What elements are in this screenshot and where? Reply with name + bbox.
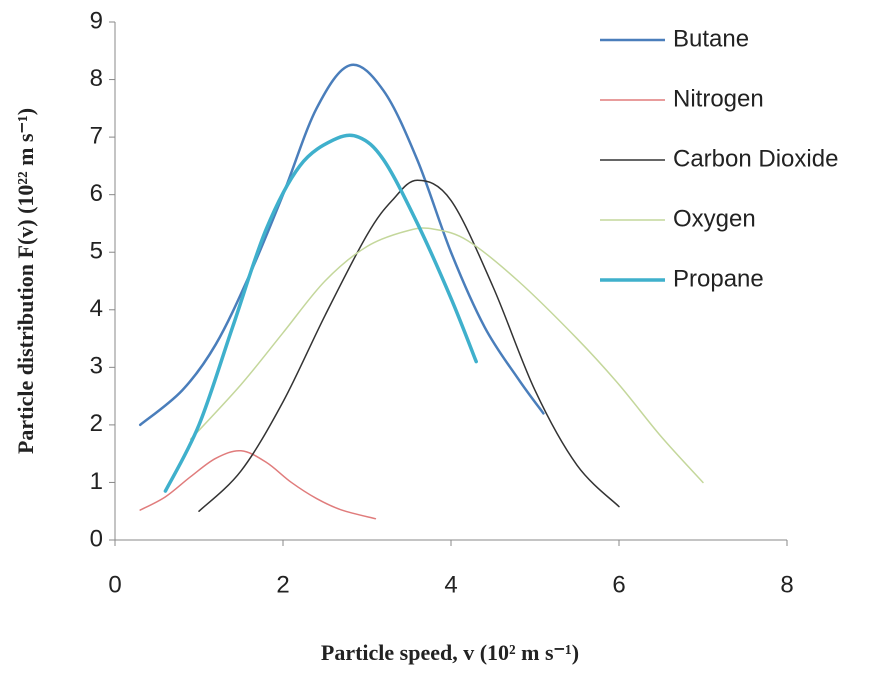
x-tick-label: 4 <box>444 571 457 598</box>
line-series <box>189 227 704 484</box>
legend-label: Oxygen <box>673 205 756 232</box>
y-axis-label: Particle distribution F(v) (10²² m s⁻¹) <box>13 108 38 454</box>
y-tick-label: 5 <box>90 238 103 265</box>
y-tick-label: 3 <box>90 353 103 380</box>
line-series <box>139 449 377 520</box>
y-tick-label: 6 <box>90 180 103 207</box>
x-tick-label: 2 <box>276 571 289 598</box>
legend-label: Carbon Dioxide <box>673 145 838 172</box>
y-tick-label: 4 <box>90 295 103 322</box>
y-tick-label: 9 <box>90 7 103 34</box>
x-tick-label: 6 <box>612 571 625 598</box>
y-tick-label: 1 <box>90 468 103 495</box>
line-series <box>198 179 620 512</box>
x-tick-label: 8 <box>780 571 793 598</box>
legend-label: Butane <box>673 25 749 52</box>
y-tick-label: 2 <box>90 410 103 437</box>
y-tick-label: 8 <box>90 65 103 92</box>
x-axis-label: Particle speed, v (10² m s⁻¹) <box>321 640 579 665</box>
line-series <box>163 133 478 493</box>
x-tick-label: 0 <box>108 571 121 598</box>
y-tick-label: 7 <box>90 122 103 149</box>
legend-label: Nitrogen <box>673 85 764 112</box>
y-tick-label: 0 <box>90 525 103 552</box>
line-series <box>138 63 545 427</box>
legend-label: Propane <box>673 265 764 292</box>
